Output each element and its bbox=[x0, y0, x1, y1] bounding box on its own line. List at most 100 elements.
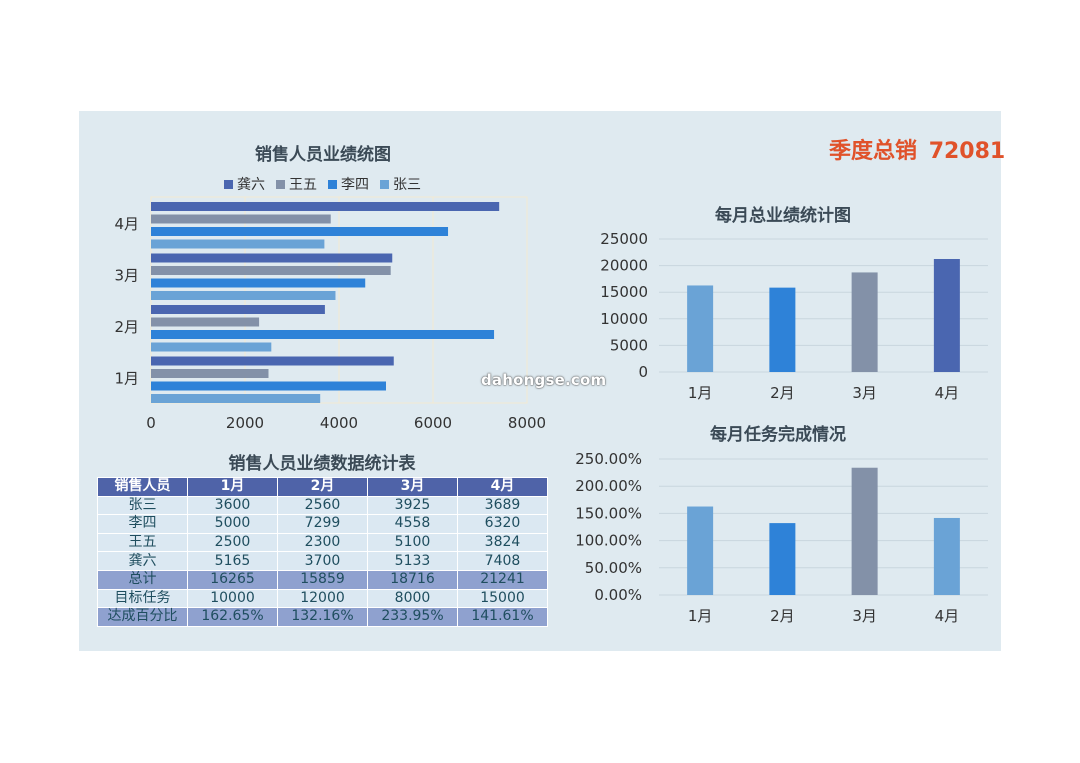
bar-张三-1月 bbox=[151, 394, 321, 403]
table-cell: 5100 bbox=[367, 532, 458, 553]
bar-张三-2月 bbox=[151, 342, 272, 352]
bar-3月 bbox=[851, 467, 878, 595]
bar-2月 bbox=[769, 523, 796, 595]
table-cell: 3925 bbox=[367, 495, 458, 516]
table-row: 总计 16265 15859 18716 21241 bbox=[97, 569, 548, 590]
table-cell: 3600 bbox=[187, 495, 278, 516]
sales-data-table: 销售人员 1月 2月 3月 4月 张三 3600 2560 3925 3689 李四 5000 7299… bbox=[97, 477, 548, 627]
table-row: 张三 3600 2560 3925 3689 bbox=[97, 495, 548, 516]
bar-张三-4月 bbox=[151, 239, 325, 249]
bar-王五-1月 bbox=[151, 369, 269, 378]
chart3-title: 每月任务完成情况 bbox=[710, 425, 846, 445]
table-cell: 2500 bbox=[187, 532, 278, 553]
task-completion-chart: 0.00% 50.00% 100.00% 150.00% 200.00% 250.00% 1… bbox=[575, 450, 988, 625]
table-header-cell: 4月 bbox=[457, 477, 548, 497]
x-category-label: 1月 bbox=[688, 384, 713, 402]
bar-李四-4月 bbox=[151, 227, 449, 236]
y-tick-label: 150.00% bbox=[575, 504, 642, 522]
table-row: 达成百分比 162.65% 132.16% 233.95% 141.61% bbox=[97, 607, 548, 627]
table-cell: 7299 bbox=[277, 514, 368, 534]
table-cell: 132.16% bbox=[277, 607, 368, 627]
table-cell: 21241 bbox=[457, 569, 548, 590]
bar-李四-2月 bbox=[151, 330, 495, 339]
legend-swatch bbox=[380, 180, 389, 189]
table-cell: 李四 bbox=[97, 514, 188, 534]
legend-label: 王五 bbox=[289, 177, 317, 193]
y-category-label: 2月 bbox=[114, 318, 139, 336]
y-category-label: 1月 bbox=[114, 369, 139, 387]
bar-龚六-1月 bbox=[151, 356, 394, 366]
bar-4月 bbox=[933, 258, 960, 372]
y-tick-label: 5000 bbox=[610, 336, 648, 354]
table-header-cell: 2月 bbox=[277, 477, 368, 497]
table-header-cell: 3月 bbox=[367, 477, 458, 497]
bar-李四-1月 bbox=[151, 381, 386, 391]
bar-1月 bbox=[687, 285, 714, 372]
table-row: 目标任务 10000 12000 8000 15000 bbox=[97, 588, 548, 609]
legend-swatch bbox=[276, 180, 285, 189]
quarter-total-label: 季度总销 bbox=[829, 139, 918, 164]
bar-2月 bbox=[769, 287, 796, 372]
x-tick-label: 8000 bbox=[508, 414, 546, 432]
table-cell: 3700 bbox=[277, 551, 368, 571]
bar-1月 bbox=[687, 506, 714, 595]
table-cell: 16265 bbox=[187, 569, 278, 590]
bar-3月 bbox=[851, 272, 878, 372]
sales-by-person-chart: 龚六 王五 李四 张三 0 2000 4000 6000 8000 1月 2月 3月 4月 bbox=[114, 177, 546, 432]
bar-王五-2月 bbox=[151, 317, 260, 327]
y-tick-label: 0 bbox=[638, 363, 648, 381]
table-cell: 15000 bbox=[457, 588, 548, 609]
table-cell: 5133 bbox=[367, 551, 458, 571]
table-cell: 达成百分比 bbox=[97, 607, 188, 627]
y-tick-label: 50.00% bbox=[585, 559, 642, 577]
table-cell: 141.61% bbox=[457, 607, 548, 627]
table-cell: 3824 bbox=[457, 532, 548, 553]
table-cell: 4558 bbox=[367, 514, 458, 534]
monthly-total-chart: 0 5000 10000 15000 20000 25000 1月 2月 3月 4月 bbox=[600, 230, 988, 402]
bar-王五-3月 bbox=[151, 266, 391, 275]
y-tick-label: 25000 bbox=[600, 230, 648, 248]
y-tick-label: 0.00% bbox=[594, 586, 642, 604]
table-cell: 张三 bbox=[97, 495, 188, 516]
x-category-label: 4月 bbox=[935, 607, 960, 625]
table-cell: 龚六 bbox=[97, 551, 188, 571]
y-tick-label: 15000 bbox=[600, 283, 648, 301]
table-cell: 5000 bbox=[187, 514, 278, 534]
table-header-cell: 1月 bbox=[187, 477, 278, 497]
x-tick-label: 4000 bbox=[320, 414, 358, 432]
legend-swatch bbox=[328, 180, 337, 189]
y-tick-label: 250.00% bbox=[575, 450, 642, 468]
table-title: 销售人员业绩数据统计表 bbox=[228, 454, 416, 474]
y-category-label: 3月 bbox=[114, 266, 139, 284]
x-category-label: 4月 bbox=[935, 384, 960, 402]
x-category-label: 2月 bbox=[770, 607, 795, 625]
quarter-total-value: 72081 bbox=[928, 139, 1006, 164]
table-cell: 8000 bbox=[367, 588, 458, 609]
table-cell: 2300 bbox=[277, 532, 368, 553]
x-tick-label: 2000 bbox=[226, 414, 264, 432]
legend: 龚六 王五 李四 张三 bbox=[224, 177, 421, 193]
y-tick-label: 10000 bbox=[600, 310, 648, 328]
chart2-title: 每月总业绩统计图 bbox=[715, 206, 851, 226]
bar-龚六-2月 bbox=[151, 305, 325, 314]
legend-label: 张三 bbox=[393, 177, 421, 193]
table-cell: 18716 bbox=[367, 569, 458, 590]
table-row: 王五 2500 2300 5100 3824 bbox=[97, 532, 548, 553]
table-cell: 15859 bbox=[277, 569, 368, 590]
x-category-label: 1月 bbox=[688, 607, 713, 625]
table-cell: 12000 bbox=[277, 588, 368, 609]
table-cell: 6320 bbox=[457, 514, 548, 534]
table-header-cell: 销售人员 bbox=[97, 477, 188, 497]
legend-label: 李四 bbox=[341, 177, 369, 193]
table-cell: 3689 bbox=[457, 495, 548, 516]
x-tick-label: 6000 bbox=[414, 414, 452, 432]
bar-张三-3月 bbox=[151, 291, 336, 300]
table-cell: 总计 bbox=[97, 569, 188, 590]
quarter-total: 季度总销 72081 bbox=[825, 133, 1005, 165]
x-category-label: 3月 bbox=[852, 607, 877, 625]
chart1-title: 销售人员业绩统图 bbox=[255, 145, 391, 165]
bar-龚六-4月 bbox=[151, 202, 500, 211]
table-cell: 162.65% bbox=[187, 607, 278, 627]
x-tick-label: 0 bbox=[146, 414, 156, 432]
y-category-label: 4月 bbox=[114, 215, 139, 233]
